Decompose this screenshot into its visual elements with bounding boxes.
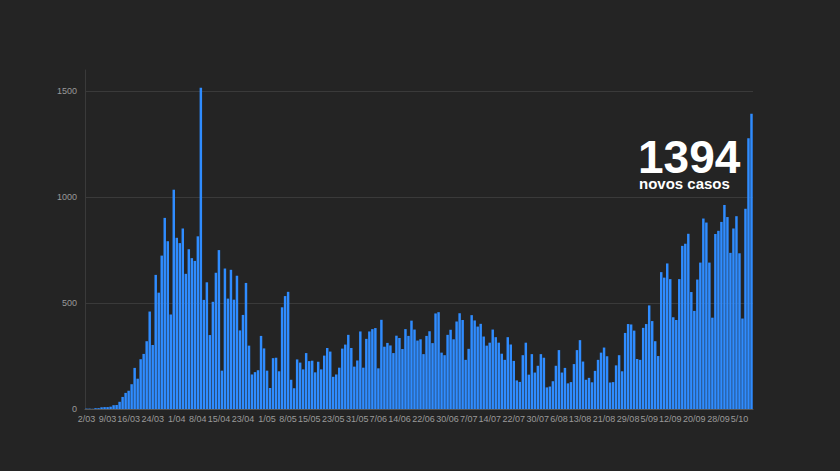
svg-text:novos casos: novos casos [639, 175, 730, 192]
svg-text:1/05: 1/05 [258, 414, 276, 424]
svg-text:21/08: 21/08 [593, 414, 616, 424]
svg-text:9/03: 9/03 [99, 414, 117, 424]
svg-text:28/09: 28/09 [707, 414, 730, 424]
svg-text:30/06: 30/06 [436, 414, 459, 424]
svg-text:22/06: 22/06 [412, 414, 435, 424]
svg-text:24/03: 24/03 [141, 414, 164, 424]
svg-text:22/07: 22/07 [503, 414, 526, 424]
svg-text:8/05: 8/05 [279, 414, 297, 424]
svg-text:30/07: 30/07 [527, 414, 550, 424]
svg-text:23/04: 23/04 [232, 414, 255, 424]
svg-text:12/09: 12/09 [659, 414, 682, 424]
svg-text:1500: 1500 [57, 86, 77, 96]
svg-text:1/04: 1/04 [168, 414, 186, 424]
svg-text:23/05: 23/05 [322, 414, 345, 424]
svg-text:1394: 1394 [638, 131, 741, 183]
svg-text:0: 0 [72, 404, 77, 414]
svg-text:8/04: 8/04 [189, 414, 207, 424]
svg-text:7/07: 7/07 [460, 414, 478, 424]
svg-text:20/09: 20/09 [683, 414, 706, 424]
svg-text:15/04: 15/04 [208, 414, 231, 424]
svg-text:15/05: 15/05 [298, 414, 321, 424]
svg-text:5/10: 5/10 [731, 414, 749, 424]
svg-text:14/07: 14/07 [478, 414, 501, 424]
svg-text:14/06: 14/06 [388, 414, 411, 424]
svg-text:2/03: 2/03 [78, 414, 96, 424]
svg-text:13/08: 13/08 [569, 414, 592, 424]
svg-text:16/03: 16/03 [117, 414, 140, 424]
svg-text:1000: 1000 [57, 192, 77, 202]
svg-text:7/06: 7/06 [370, 414, 388, 424]
svg-text:500: 500 [62, 298, 77, 308]
svg-text:5/09: 5/09 [640, 414, 658, 424]
svg-text:6/08: 6/08 [550, 414, 568, 424]
svg-text:29/08: 29/08 [617, 414, 640, 424]
svg-text:31/05: 31/05 [346, 414, 369, 424]
